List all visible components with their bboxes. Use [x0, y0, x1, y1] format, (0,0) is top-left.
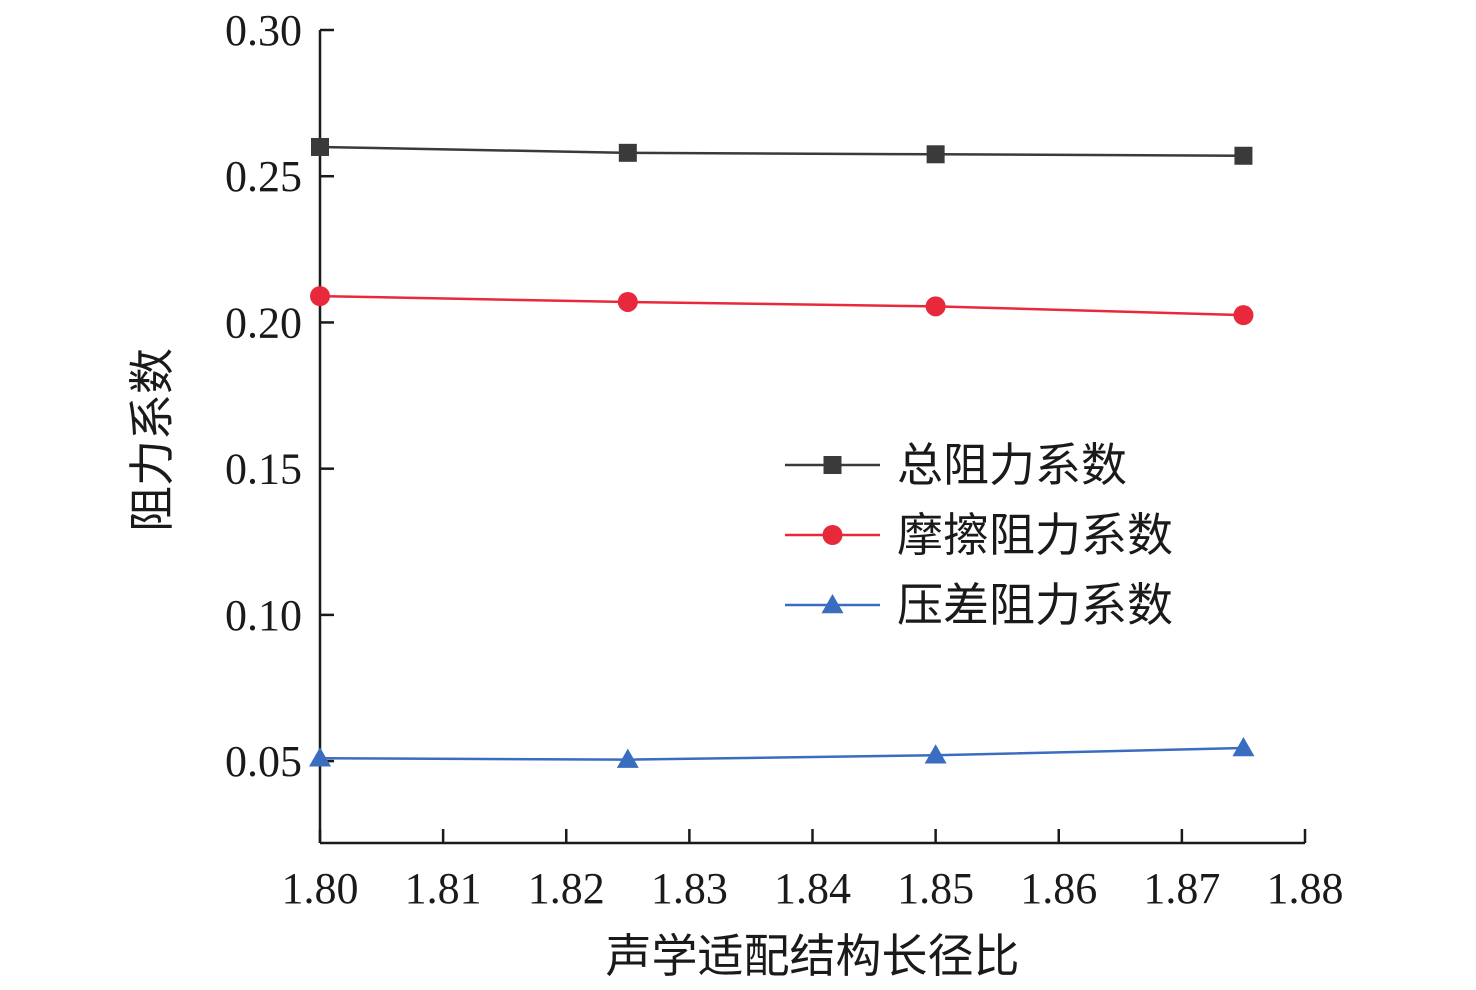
- x-tick-label: 1.83: [651, 864, 728, 913]
- y-tick-label: 0.15: [225, 445, 302, 494]
- data-point: [925, 296, 946, 317]
- data-point: [616, 748, 639, 768]
- legend-marker: [823, 456, 842, 474]
- x-tick-label: 1.80: [282, 864, 359, 913]
- series-line: [319, 746, 1244, 761]
- legend-label: 摩擦阻力系数: [897, 508, 1173, 562]
- series-0: [311, 137, 1253, 165]
- data-point: [617, 291, 638, 312]
- y-axis-title: 阻力系数: [125, 348, 179, 532]
- legend-marker: [822, 525, 843, 545]
- legend-item-1: 摩擦阻力系数: [785, 508, 1173, 562]
- x-axis-title: 声学适配结构长径比: [606, 929, 1020, 983]
- legend-marker: [821, 594, 844, 614]
- data-point: [618, 143, 637, 162]
- data-point: [926, 145, 945, 164]
- legend-item-0: 总阻力系数: [785, 438, 1127, 492]
- series-layer: [309, 137, 1255, 768]
- series-2: [309, 736, 1255, 768]
- y-tick-label: 0.10: [225, 591, 302, 640]
- y-tick-label: 0.05: [225, 737, 302, 786]
- x-tick-label: 1.85: [897, 864, 974, 913]
- axes: 0.05 0.10 0.15 0.20 0.25 0.30 1.80 1.81 1.82 1.83…: [225, 6, 1344, 913]
- series-line: [319, 294, 1244, 317]
- data-point: [1234, 146, 1253, 165]
- series-1: [310, 286, 1254, 326]
- x-tick-label: 1.84: [774, 864, 851, 913]
- data-point: [311, 137, 329, 156]
- y-tick-label: 0.30: [225, 6, 302, 55]
- x-tick-label: 1.86: [1020, 864, 1097, 913]
- x-tick-label: 1.87: [1143, 864, 1220, 913]
- legend-label: 总阻力系数: [897, 438, 1127, 492]
- data-point: [310, 286, 330, 307]
- x-tick-label: 1.82: [528, 864, 605, 913]
- y-tick-label: 0.25: [225, 152, 302, 201]
- legend-label: 压差阻力系数: [897, 578, 1173, 632]
- legend-item-2: 压差阻力系数: [785, 578, 1173, 632]
- data-point: [309, 747, 331, 767]
- data-point: [1232, 736, 1255, 757]
- data-point: [1233, 305, 1254, 326]
- x-tick-label: 1.88: [1267, 864, 1344, 913]
- data-point: [924, 744, 947, 764]
- x-tick-label: 1.81: [405, 864, 482, 913]
- y-tick-label: 0.20: [225, 298, 302, 347]
- series-line: [319, 145, 1244, 158]
